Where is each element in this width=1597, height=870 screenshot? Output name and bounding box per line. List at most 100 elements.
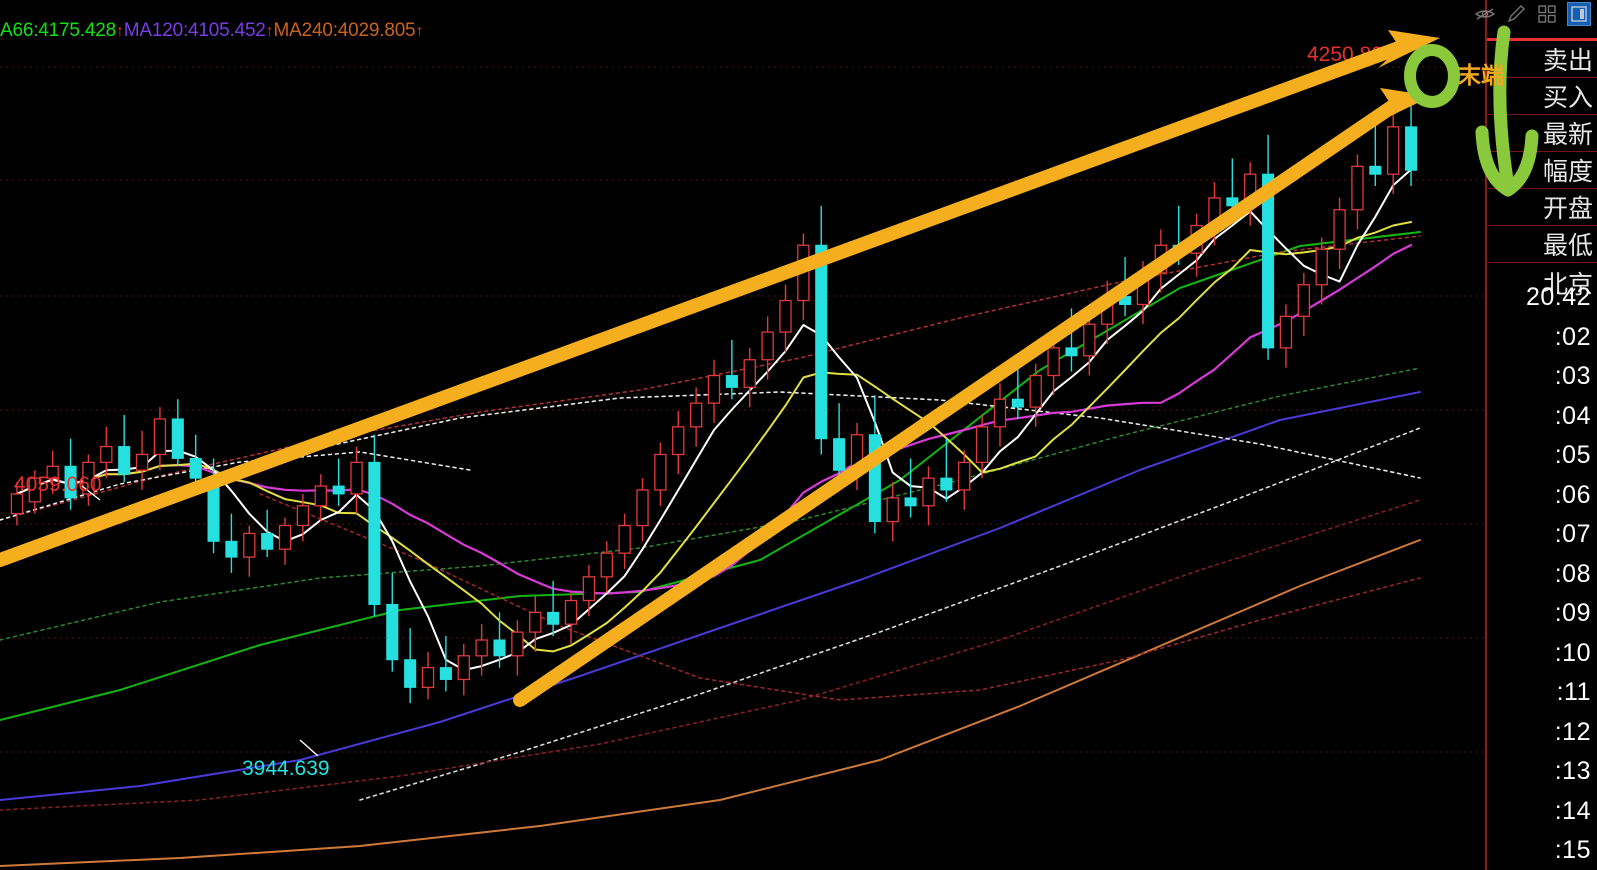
candle-body [1065,347,1078,357]
candle-body [1011,398,1024,408]
candle-body [725,375,738,388]
candle-body [1154,244,1168,274]
ma240-line [0,539,1421,867]
candle-body [993,398,1007,428]
candle-body [243,532,256,558]
time-label: :11 [1556,678,1591,707]
time-label: 20:42 [1525,283,1591,312]
candle-body [779,299,792,333]
ma120-line [0,391,1421,801]
candle-body [1262,173,1275,349]
channel-white-lower [359,427,1421,801]
candle-body [296,505,310,527]
price-label-low: 3944.639 [242,757,330,780]
candle-body [225,540,238,558]
candle-body [207,477,220,542]
candle-body [278,524,292,550]
quote-row-label: 买入 [1542,84,1593,112]
price-label-high: 4250.800 [1307,43,1395,66]
candle-body [600,552,613,578]
time-label: :03 [1554,362,1591,391]
chart-toolbar[interactable] [1474,2,1591,26]
end-marker-annotation: 末端 [1458,62,1504,88]
quote-rows: 卖出买入最新幅度开盘最低北京 [1487,41,1597,303]
time-label: :06 [1554,480,1591,509]
ma66-readout: A66:4175.428 [0,20,116,41]
time-label: :04 [1554,401,1591,430]
candle-body [368,461,381,605]
candle-body [940,477,953,491]
candle-body [707,374,721,404]
candle-series [10,95,1418,704]
candle-body [564,599,578,625]
candle-body [404,659,417,688]
candle-body [386,603,399,661]
candle-body [475,639,488,657]
quote-row-label: 最低 [1542,232,1593,260]
candle-body [314,485,327,507]
ma240-trend-arrow: ↑ [415,23,424,40]
candle-body [1083,323,1096,357]
candle-body [582,576,596,602]
quote-row-sell[interactable]: 卖出 [1487,41,1597,78]
quote-row-label: 开盘 [1542,195,1593,223]
candle-body [1297,284,1311,317]
quote-row-low[interactable]: 最低 [1487,226,1597,263]
candle-body [1226,197,1239,207]
candle-body [493,639,506,657]
leader-low [299,739,319,757]
time-label: :08 [1554,559,1591,588]
candle-body [1190,224,1203,254]
candle-body [261,532,274,550]
quote-row-city[interactable]: 北京 [1487,263,1597,303]
quote-side-panel[interactable]: 卖出 买入 最新 幅度 开盘 最低 北京 20:42:02:03:04:05:06:07:0… [1485,0,1597,870]
candle-body [1351,165,1364,211]
candle-body [100,445,113,464]
quote-row-change[interactable]: 幅度 [1487,152,1597,189]
candle-body [547,611,560,625]
panel-top-divider [1487,38,1597,41]
candle-body [636,489,649,527]
candle-body [1333,209,1346,250]
candlestick-chart-plot[interactable] [0,0,1487,870]
candle-body [815,244,828,440]
candle-body [1279,315,1293,349]
candle-body [654,453,667,491]
candle-body [868,434,881,523]
time-label: :09 [1554,599,1591,628]
time-label: :15 [1554,836,1591,865]
price-label-mid: 4059.060 [14,473,102,496]
time-label: :07 [1554,520,1591,549]
quote-row-label: 最新 [1542,121,1593,149]
candle-body [171,418,184,459]
time-label: :10 [1554,638,1591,667]
candle-body [975,426,989,464]
candle-body [457,655,470,681]
quote-row-buy[interactable]: 买入 [1487,78,1597,115]
quote-row-open[interactable]: 开盘 [1487,189,1597,226]
ma120-trend-arrow: ↑ [265,23,274,40]
channel-red-lower [0,499,1421,811]
candle-body [1405,126,1418,171]
time-label: :13 [1554,757,1591,786]
candle-body [153,418,167,456]
panel-toggle-icon[interactable] [1567,2,1591,26]
candle-body [421,666,435,689]
candle-body [439,667,452,680]
candle-body [118,446,131,475]
quote-row-latest[interactable]: 最新 [1487,115,1597,152]
pencil-icon[interactable] [1505,3,1527,25]
leader-high [1391,43,1416,57]
candle-body [886,497,899,523]
candle-body [1029,374,1042,408]
candle-body [618,524,631,554]
grid-layout-icon[interactable] [1536,3,1558,25]
eye-hidden-icon[interactable] [1474,3,1496,25]
candle-body [904,497,917,507]
candle-body [672,426,685,456]
candle-body [189,457,202,479]
candle-body [1315,248,1328,286]
time-label: :12 [1554,717,1591,746]
candle-body [511,631,524,657]
